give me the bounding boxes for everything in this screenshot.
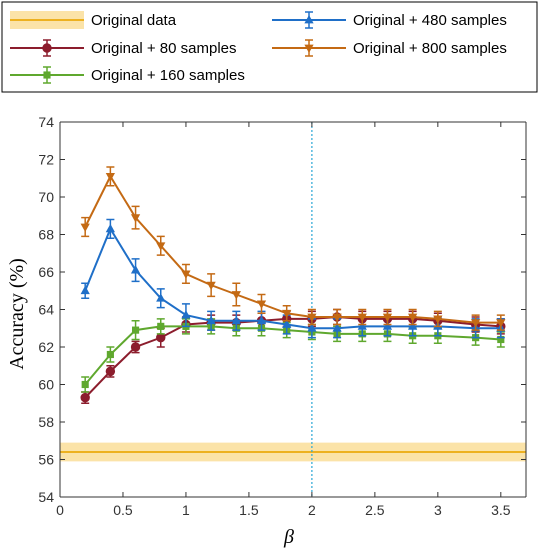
legend-item-baseline: Original data [10, 11, 177, 29]
y-tick-label: 64 [38, 302, 54, 318]
x-tick-label: 1 [182, 502, 190, 518]
series-0-point [80, 392, 90, 403]
series-3-point [282, 309, 292, 319]
y-tick-label: 68 [38, 227, 54, 243]
series-3-point [471, 319, 481, 328]
plot-background [60, 122, 526, 497]
x-tick-label: 1.5 [239, 502, 259, 518]
y-tick-label: 70 [38, 189, 54, 205]
x-tick-label: 0 [56, 502, 64, 518]
series-2-point [382, 321, 393, 330]
legend-series-2-label: Original + 480 samples [353, 12, 507, 29]
series-1-point [81, 380, 89, 389]
series-2-point [206, 315, 216, 325]
y-tick-label: 62 [38, 339, 54, 355]
legend-series-0-marker [42, 43, 52, 53]
y-tick-label: 56 [38, 452, 54, 468]
series-2-point [156, 293, 166, 302]
series-0-point [156, 332, 166, 343]
series-2-point [181, 310, 191, 319]
series-3-point [408, 313, 418, 323]
legend: Original data Original + 80 samples Orig… [1, 1, 538, 93]
legend-item-series-3: Original + 800 samples [272, 39, 507, 57]
series-2-point [130, 265, 141, 274]
series-3-point [156, 242, 166, 251]
y-axis-label: Accuracy (%) [6, 258, 28, 370]
series-3-point [130, 214, 141, 223]
legend-frame [1, 1, 538, 93]
y-tick-label: 72 [38, 152, 54, 168]
legend-baseline-label: Original data [91, 12, 177, 29]
y-tick-label: 60 [38, 377, 54, 393]
y-tick-label: 66 [38, 264, 54, 280]
series-2-point [408, 321, 418, 330]
legend-series-1-label: Original + 160 samples [91, 67, 245, 84]
x-axis-label: β [283, 526, 294, 548]
series-3-point [496, 319, 506, 328]
series-2-point [256, 315, 267, 325]
series-3-point [382, 313, 393, 323]
x-tick-label: 0.5 [113, 502, 133, 518]
series-1-point [157, 322, 165, 330]
x-tick-label: 2 [308, 502, 316, 518]
series-2-point [80, 285, 90, 295]
legend-series-3-label: Original + 800 samples [353, 40, 507, 57]
series-2-point [105, 223, 115, 233]
series-3-point [206, 281, 216, 291]
series-0-point [105, 366, 116, 377]
series-2-point [307, 323, 317, 332]
x-tick-label: 3 [434, 502, 442, 518]
legend-item-series-2: Original + 480 samples [272, 11, 507, 29]
series-3-point [231, 291, 241, 300]
legend-item-series-1: Original + 160 samples [10, 66, 245, 84]
series-3-point [181, 270, 191, 279]
y-tick-label: 58 [38, 414, 54, 430]
series-3-point [307, 313, 317, 323]
legend-series-1-marker [43, 71, 51, 79]
series-2-point [332, 323, 342, 332]
series-3-point [332, 313, 342, 323]
x-tick-label: 3.5 [491, 502, 511, 518]
series-0-point [130, 342, 141, 352]
series-1-point [106, 350, 114, 359]
series-2-point [282, 319, 292, 328]
legend-item-series-0: Original + 80 samples [10, 39, 237, 57]
x-tick-label: 2.5 [365, 502, 385, 518]
y-tick-label: 74 [38, 114, 54, 130]
series-3-point [256, 300, 267, 309]
series-2-point [231, 315, 241, 325]
legend-series-2-marker [304, 14, 314, 24]
series-1-point [131, 326, 140, 334]
legend-series-0-label: Original + 80 samples [91, 40, 237, 57]
series-2-point [357, 321, 367, 330]
plot-area: 0 0.5 1 1.5 2 2.5 3 3.5 54 56 58 60 62 64 66 68 70 72 74 [38, 114, 527, 518]
series-3-point [105, 173, 115, 182]
legend-series-3-marker [304, 44, 314, 54]
series-1-point [497, 335, 505, 344]
series-3-point [80, 223, 90, 233]
y-tick-label: 54 [38, 489, 54, 505]
series-3-point [433, 315, 443, 324]
series-3-point [357, 313, 367, 323]
